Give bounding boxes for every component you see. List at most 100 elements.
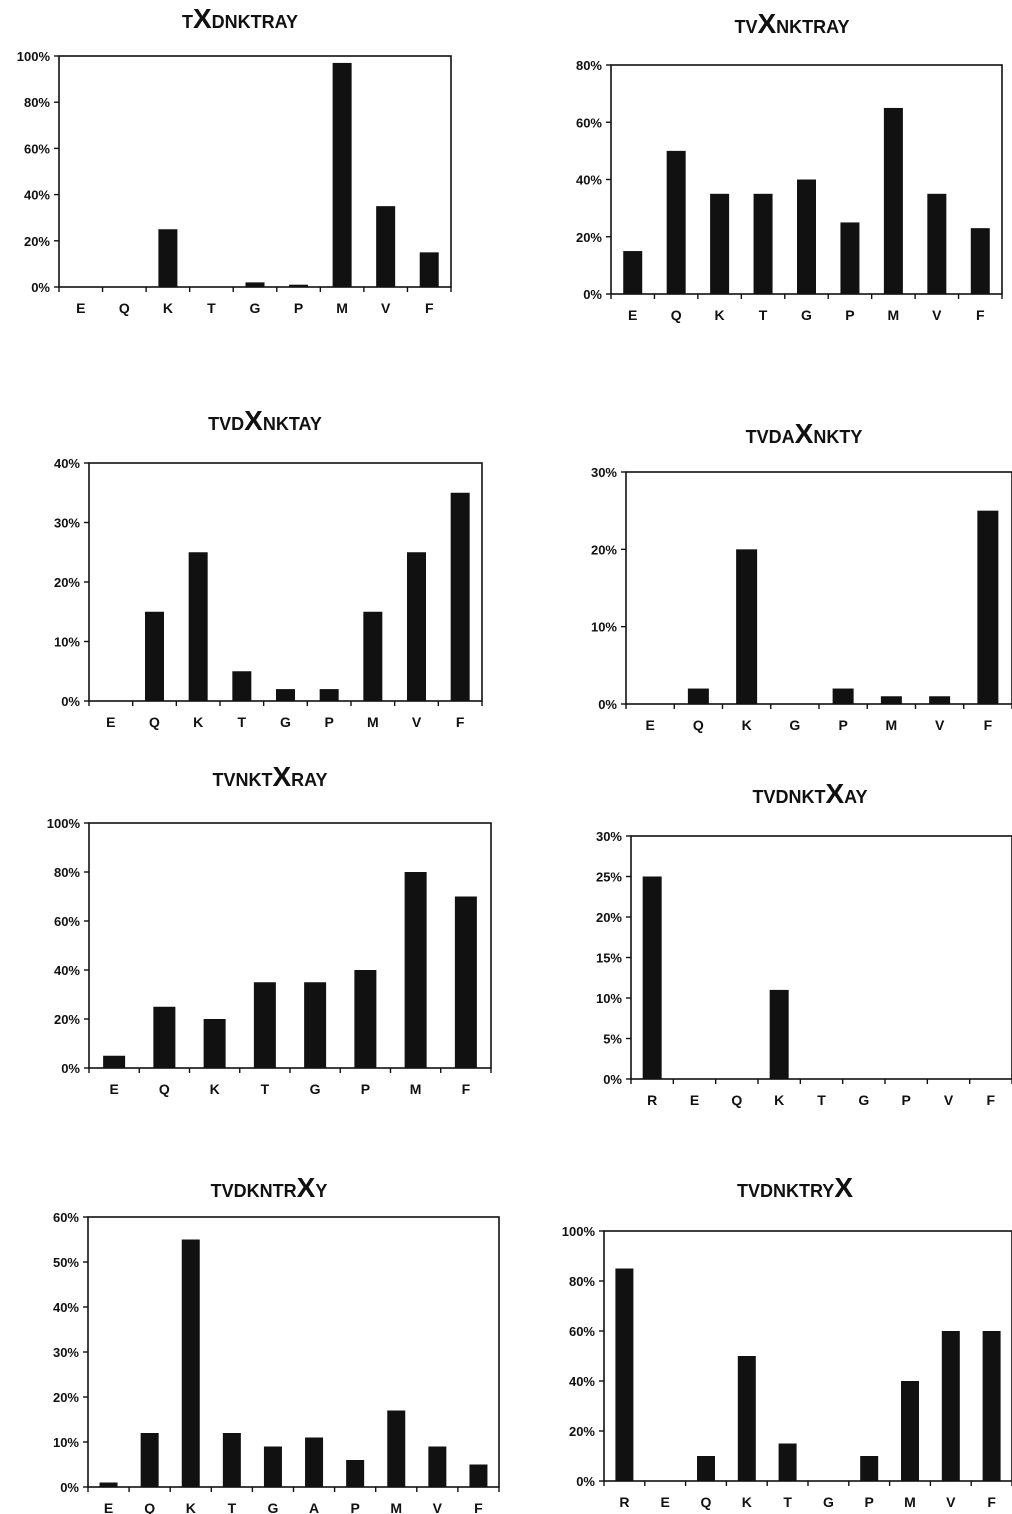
x-tick-label: G [801, 307, 812, 323]
title-variable: X [244, 405, 263, 436]
title-prefix: TVDKNTR [211, 1181, 297, 1201]
title-prefix: TV [734, 17, 757, 37]
bar-Q [666, 150, 686, 294]
bar-P [832, 688, 854, 704]
bar-V [407, 552, 426, 701]
chart-panel-5: TVNKTXRAY 0% 20% 40% 60% 80% 100% E Q K T G P M F [47, 761, 492, 1097]
chart-panel-6: TVDNKTXAY 0% 5% 10% 15% 20% 25% 30% R E Q K T G P V F [596, 778, 1012, 1108]
y-tick-label: 30% [596, 829, 622, 844]
bar-E [623, 251, 643, 294]
bar-Q [153, 1006, 176, 1068]
bar-M [880, 696, 902, 704]
x-tick-label: G [268, 1500, 279, 1514]
x-tick-label: P [324, 714, 333, 730]
bar-V [941, 1331, 960, 1481]
y-tick-label: 40% [569, 1374, 595, 1389]
bar-T [753, 193, 773, 294]
y-tick-label: 20% [591, 542, 617, 557]
x-tick-label: V [381, 300, 391, 316]
x-tick-label: G [280, 714, 291, 730]
x-tick-label: Q [149, 714, 160, 730]
x-tick-label: F [474, 1500, 483, 1514]
x-tick-label: R [619, 1494, 629, 1510]
x-tick-label: Q [671, 307, 682, 323]
x-tick-label: F [462, 1081, 471, 1097]
x-tick-label: F [984, 717, 993, 733]
y-tick-label: 40% [576, 173, 602, 188]
y-tick-label: 60% [54, 914, 80, 929]
title-prefix: TVDA [746, 427, 795, 447]
y-tick-label: 10% [596, 991, 622, 1006]
x-tick-label: M [390, 1500, 402, 1514]
bar-G [797, 179, 816, 294]
plot-frame [625, 471, 1012, 705]
y-tick-label: 30% [53, 1345, 79, 1360]
x-tick-label: T [261, 1081, 270, 1097]
y-tick-label: 25% [596, 870, 622, 885]
title-variable: X [272, 761, 291, 792]
y-tick-label: 10% [54, 635, 80, 650]
x-tick-label: G [789, 717, 800, 733]
x-tick-label: M [410, 1081, 422, 1097]
x-tick-label: M [888, 307, 900, 323]
chart-title: TXDNKTRAY [182, 3, 298, 34]
x-tick-label: M [904, 1494, 916, 1510]
x-tick-label: Q [731, 1092, 742, 1108]
bar-E [99, 1482, 118, 1487]
x-tick-label: P [845, 307, 854, 323]
bar-K [203, 1019, 226, 1068]
x-tick-label: V [946, 1494, 956, 1510]
bar-M [404, 872, 427, 1068]
title-suffix: Y [315, 1181, 327, 1201]
x-tick-label: P [865, 1494, 874, 1510]
bar-G [276, 689, 295, 701]
x-tick-label: V [944, 1092, 954, 1108]
bar-F [977, 510, 999, 704]
x-tick-label: V [412, 714, 422, 730]
bar-G [263, 1446, 282, 1487]
bar-M [883, 107, 903, 294]
x-tick-label: F [976, 307, 985, 323]
x-tick-label: K [715, 307, 725, 323]
bar-K [769, 989, 789, 1079]
y-tick-label: 100% [562, 1224, 596, 1239]
x-tick-label: K [742, 717, 752, 733]
chart-title: TVNKTXRAY [212, 761, 327, 792]
x-tick-label: K [774, 1092, 784, 1108]
y-tick-label: 60% [53, 1210, 79, 1225]
y-tick-label: 100% [17, 49, 51, 64]
y-tick-label: 10% [591, 620, 617, 635]
chart-title: TVDNKTRYX [737, 1172, 853, 1203]
x-tick-label: R [647, 1092, 657, 1108]
chart-panel-4: TVDAXNKTY 0% 10% 20% 30% E Q K G P M V F [591, 418, 1012, 733]
x-tick-label: V [433, 1500, 443, 1514]
y-tick-label: 20% [54, 575, 80, 590]
bar-K [736, 549, 758, 704]
y-tick-label: 80% [576, 58, 602, 73]
y-tick-label: 0% [583, 287, 602, 302]
bar-M [332, 62, 352, 288]
y-tick-label: 20% [569, 1424, 595, 1439]
bar-F [970, 228, 990, 294]
x-tick-label: T [783, 1494, 792, 1510]
y-tick-label: 30% [591, 465, 617, 480]
x-tick-label: K [186, 1500, 196, 1514]
x-tick-label: Q [119, 300, 130, 316]
x-tick-label: P [901, 1092, 910, 1108]
y-tick-label: 60% [569, 1324, 595, 1339]
x-tick-label: T [817, 1092, 826, 1108]
plot-frame [630, 835, 1012, 1080]
x-tick-label: E [76, 300, 85, 316]
bar-P [346, 1460, 365, 1487]
x-tick-label: E [109, 1081, 118, 1097]
title-suffix: NKTRAY [776, 17, 849, 37]
bar-M [901, 1381, 919, 1481]
bar-Q [140, 1433, 159, 1487]
bar-P [840, 222, 860, 294]
y-tick-label: 80% [569, 1274, 595, 1289]
x-tick-label: F [456, 714, 465, 730]
y-tick-label: 15% [596, 951, 622, 966]
x-tick-label: E [690, 1092, 699, 1108]
bar-F [982, 1331, 1001, 1481]
x-tick-label: P [838, 717, 847, 733]
